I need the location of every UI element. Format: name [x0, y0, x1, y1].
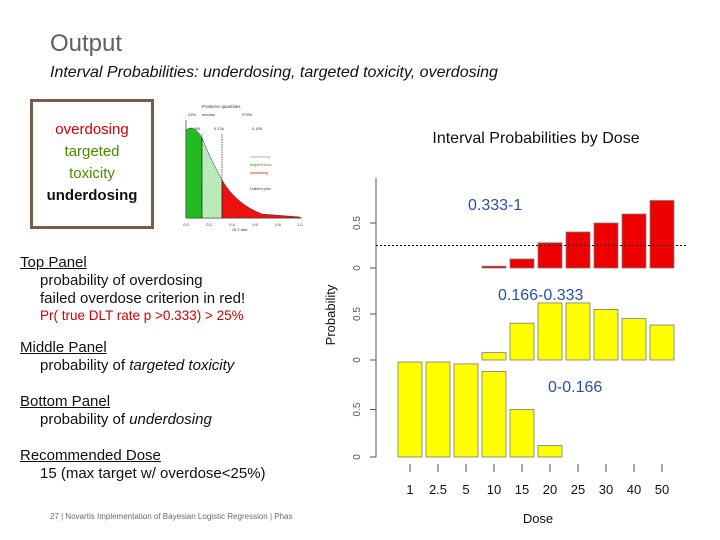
panel-3: 0 0.5 0-0.166 — [352, 361, 602, 460]
series-label-3: 0-0.166 — [548, 379, 602, 396]
bar-3-20 — [537, 445, 563, 458]
mini-q-label-2: median — [202, 112, 215, 117]
chart-title: Interval Probabilities by Dose — [432, 130, 639, 147]
bar-2-10 — [481, 352, 507, 361]
panel-3-ytick-label: 0.5 — [352, 402, 363, 416]
x-tick-label-1: 1 — [406, 482, 413, 497]
bottom-panel-line: probability of underdosing — [20, 411, 330, 429]
legend-underdosing: underdosing — [46, 187, 138, 204]
x-tick-label-25: 25 — [571, 482, 585, 497]
middle-prefix: probability of — [40, 357, 130, 374]
mini-xlabel: DLT rate — [232, 227, 248, 232]
bar-2-20 — [537, 302, 563, 361]
panel-2: 0 0.5 0.166-0.333 — [352, 287, 675, 363]
series-label-2: 0.166-0.333 — [498, 287, 584, 304]
panel-1-ytick-label: 0 — [352, 265, 363, 271]
panel-2-ytick-label: 0.5 — [352, 307, 363, 321]
bar-2-15 — [509, 322, 535, 361]
middle-panel-title: Middle Panel — [20, 339, 107, 356]
bar-2-30 — [593, 308, 619, 361]
mini-q-label-3: 975% — [242, 112, 253, 117]
top-panel-title: Top Panel — [20, 254, 87, 271]
top-panel-line1: probability of overdosing — [40, 272, 203, 289]
bar-1-10 — [481, 265, 507, 269]
x-tick-label-2.5: 2.5 — [429, 482, 447, 497]
legend-targeted-line1: targeted — [64, 143, 120, 160]
recommended-dose-line: 15 (max target w/ overdose<25%) — [40, 465, 266, 482]
bar-1-25 — [565, 231, 591, 269]
bar-1-50 — [649, 200, 675, 269]
interval-legend-box: overdosing targeted toxicity underdosing — [30, 99, 154, 229]
mini-tick-2: 0.4 — [229, 222, 235, 227]
mini-legend-under: underdosing — [250, 155, 270, 159]
mini-tick-5: 1.0 — [297, 222, 303, 227]
bar-3-5 — [453, 363, 479, 458]
legend-overdosing: overdosing — [55, 121, 129, 138]
mini-overdosing-area — [221, 179, 301, 219]
bottom-emph: underdosing — [129, 411, 212, 428]
series-label-1: 0.333-1 — [468, 197, 522, 214]
slide-title: Output — [50, 30, 123, 57]
middle-emph: targeted toxicity — [129, 357, 235, 374]
x-tick-label-5: 5 — [462, 482, 469, 497]
bottom-prefix: probability of — [40, 411, 130, 428]
panel-1-ytick-label: 0.5 — [352, 216, 363, 230]
mini-tick-1: 0.2 — [206, 222, 212, 227]
mini-header: Posterior quantities — [202, 104, 241, 109]
mini-q-value-1: 0.069 — [190, 126, 201, 131]
mini-q-value-3: 0.165 — [252, 126, 263, 131]
bar-3-10 — [481, 371, 507, 458]
x-tick-label-40: 40 — [627, 482, 641, 497]
footer: 27 | Novartis Implementation of Bayesian… — [50, 512, 293, 521]
bar-3-15 — [509, 409, 535, 458]
bar-3-2.5 — [425, 361, 451, 458]
overdose-criterion: Pr( true DLT rate p >0.333) > 25% — [40, 308, 244, 323]
posterior-density-thumbnail: Posterior quantities 25% median 975% 0.0… — [183, 104, 303, 232]
mini-legend-over: overdosing — [250, 171, 268, 175]
mini-q-value-2: 0.134 — [214, 126, 225, 131]
chart-xlabel: Dose — [523, 511, 553, 526]
mini-legend-target: targeted toxic — [250, 163, 272, 167]
panel-1: 0 0.5 0.333-1 — [352, 197, 688, 271]
panel-3-ytick-label: 0 — [352, 454, 363, 460]
mini-prior-label: Uniform prior — [250, 187, 272, 191]
bottom-panel-title: Bottom Panel — [20, 393, 111, 410]
mini-underdosing-area — [185, 128, 203, 219]
panel-2-ytick-label: 0 — [352, 357, 363, 363]
middle-panel-line: probability of targeted toxicity — [20, 357, 330, 375]
mini-tick-3: 0.6 — [252, 222, 258, 227]
recommended-dose-title: Recommended Dose — [20, 447, 161, 464]
bar-1-15 — [509, 258, 535, 269]
legend-targeted-line2: toxicity — [69, 165, 115, 182]
mini-q-label-1: 25% — [188, 112, 196, 117]
x-tick-label-30: 30 — [599, 482, 613, 497]
chart-panels: 0 0.5 0.333-1 0 0.5 0.166-0.333 0 0.5 0-0.166 — [352, 178, 688, 460]
x-tick-label-50: 50 — [655, 482, 669, 497]
x-axis: 1 2.5 5 10 15 20 25 30 40 50 — [406, 464, 669, 497]
chart-ylabel: Probability — [323, 284, 338, 345]
interval-probability-chart: Interval Probabilities by Dose Probabili… — [323, 130, 688, 526]
top-panel-line2: failed overdose criterion in red! — [40, 290, 246, 307]
slide-subtitle: Interval Probabilities: underdosing, tar… — [50, 64, 498, 81]
bar-1-20 — [537, 242, 563, 269]
mini-tick-4: 0.8 — [275, 222, 281, 227]
x-tick-label-20: 20 — [543, 482, 557, 497]
mini-targeted-area — [201, 137, 223, 219]
mini-tick-0: 0.0 — [183, 222, 189, 227]
x-tick-label-15: 15 — [515, 482, 529, 497]
bar-2-40 — [621, 318, 647, 361]
bar-2-50 — [649, 324, 675, 361]
bar-1-40 — [621, 213, 647, 269]
panel-notes: Top Panel probability of overdosing fail… — [20, 254, 330, 483]
bar-2-25 — [565, 302, 591, 361]
x-tick-label-10: 10 — [487, 482, 501, 497]
bar-3-1 — [397, 361, 423, 458]
legend-targeted: targeted toxicity — [33, 141, 151, 185]
